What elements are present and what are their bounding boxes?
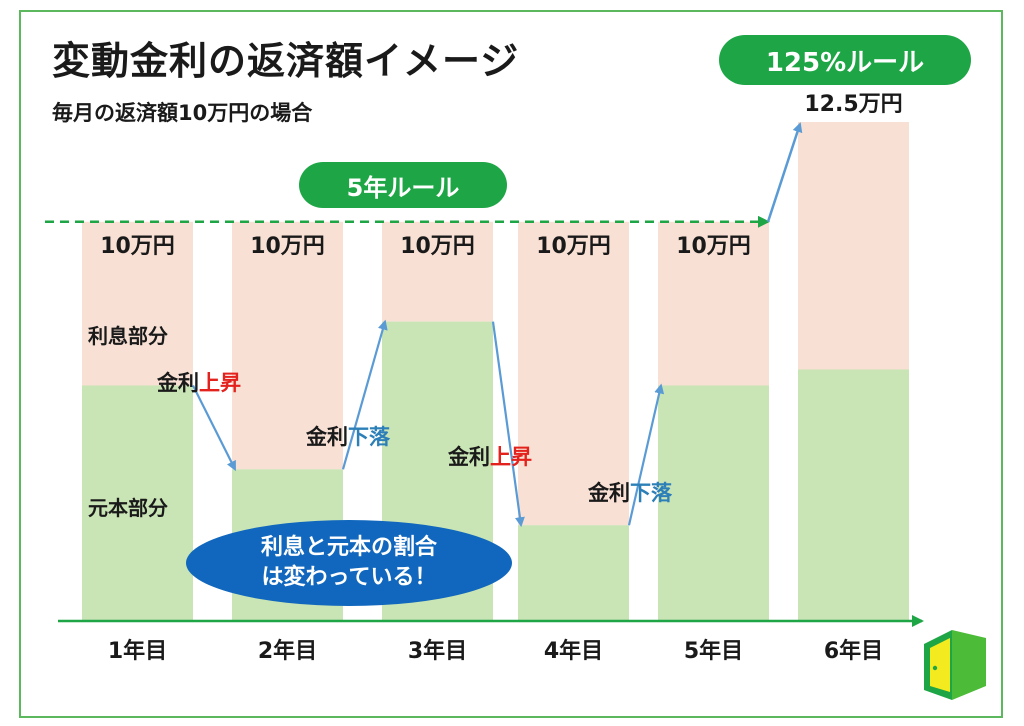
rate-change-label: 金利上昇 [157,371,241,395]
interest-bar [382,221,493,322]
x-tick-label: 2年目 [257,639,318,664]
rule-125-badge: 125%ルール [719,35,971,85]
x-tick-label: 1年目 [107,639,168,664]
rate-change-arrow [491,321,525,528]
rule-5-badge: 5年ルール [299,162,507,208]
rate-change-arrow [627,383,665,526]
chart-title: 変動金利の返済額イメージ [52,39,520,83]
principal-bar [82,385,193,621]
interest-bar [518,221,629,526]
interest-bar [798,122,909,370]
x-tick-label: 4年目 [543,639,604,664]
principal-bar [798,369,909,621]
x-tick-label: 6年目 [823,639,884,664]
bar-total-label: 12.5万円 [804,92,903,117]
interest-part-label: 利息部分 [88,324,168,348]
rate-change-label: 金利上昇 [448,445,532,469]
x-tick-label: 5年目 [683,639,744,664]
interest-bar [658,221,769,386]
rate-change-label: 金利下落 [306,425,390,449]
bar-total-label: 10万円 [100,234,175,259]
logo-door-icon [924,630,986,700]
rate-change-arrow [192,384,236,472]
principal-bar [518,525,629,621]
interest-bar [82,221,193,386]
rate-change-arrow [341,319,388,470]
increase-arrow [766,122,803,223]
bar-total-label: 10万円 [250,234,325,259]
bar-total-label: 10万円 [400,234,475,259]
rate-change-label: 金利下落 [588,481,672,505]
bar-total-label: 10万円 [676,234,751,259]
chart-subtitle: 毎月の返済額10万円の場合 [52,101,313,125]
ratio-note-line: 利息と元本の割合 [260,535,437,560]
ratio-note-line: は変わっている！ [261,565,437,590]
x-tick-label: 3年目 [407,639,468,664]
interest-bar [232,221,343,470]
ratio-note-badge: 利息と元本の割合 は変わっている！ [186,520,512,606]
principal-bar [658,385,769,621]
principal-part-label: 元本部分 [88,496,168,520]
bar-total-label: 10万円 [536,234,611,259]
